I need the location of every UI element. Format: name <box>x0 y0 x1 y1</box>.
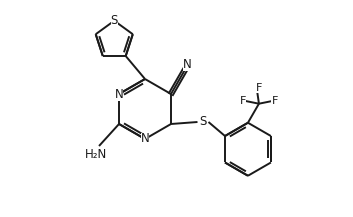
Text: F: F <box>240 96 246 106</box>
Text: N: N <box>115 87 124 100</box>
Text: N: N <box>183 59 192 71</box>
Text: F: F <box>256 83 262 93</box>
Text: N: N <box>140 133 149 146</box>
Text: S: S <box>199 115 207 128</box>
Text: F: F <box>271 96 278 106</box>
Text: H₂N: H₂N <box>85 148 107 161</box>
Text: S: S <box>110 14 118 27</box>
